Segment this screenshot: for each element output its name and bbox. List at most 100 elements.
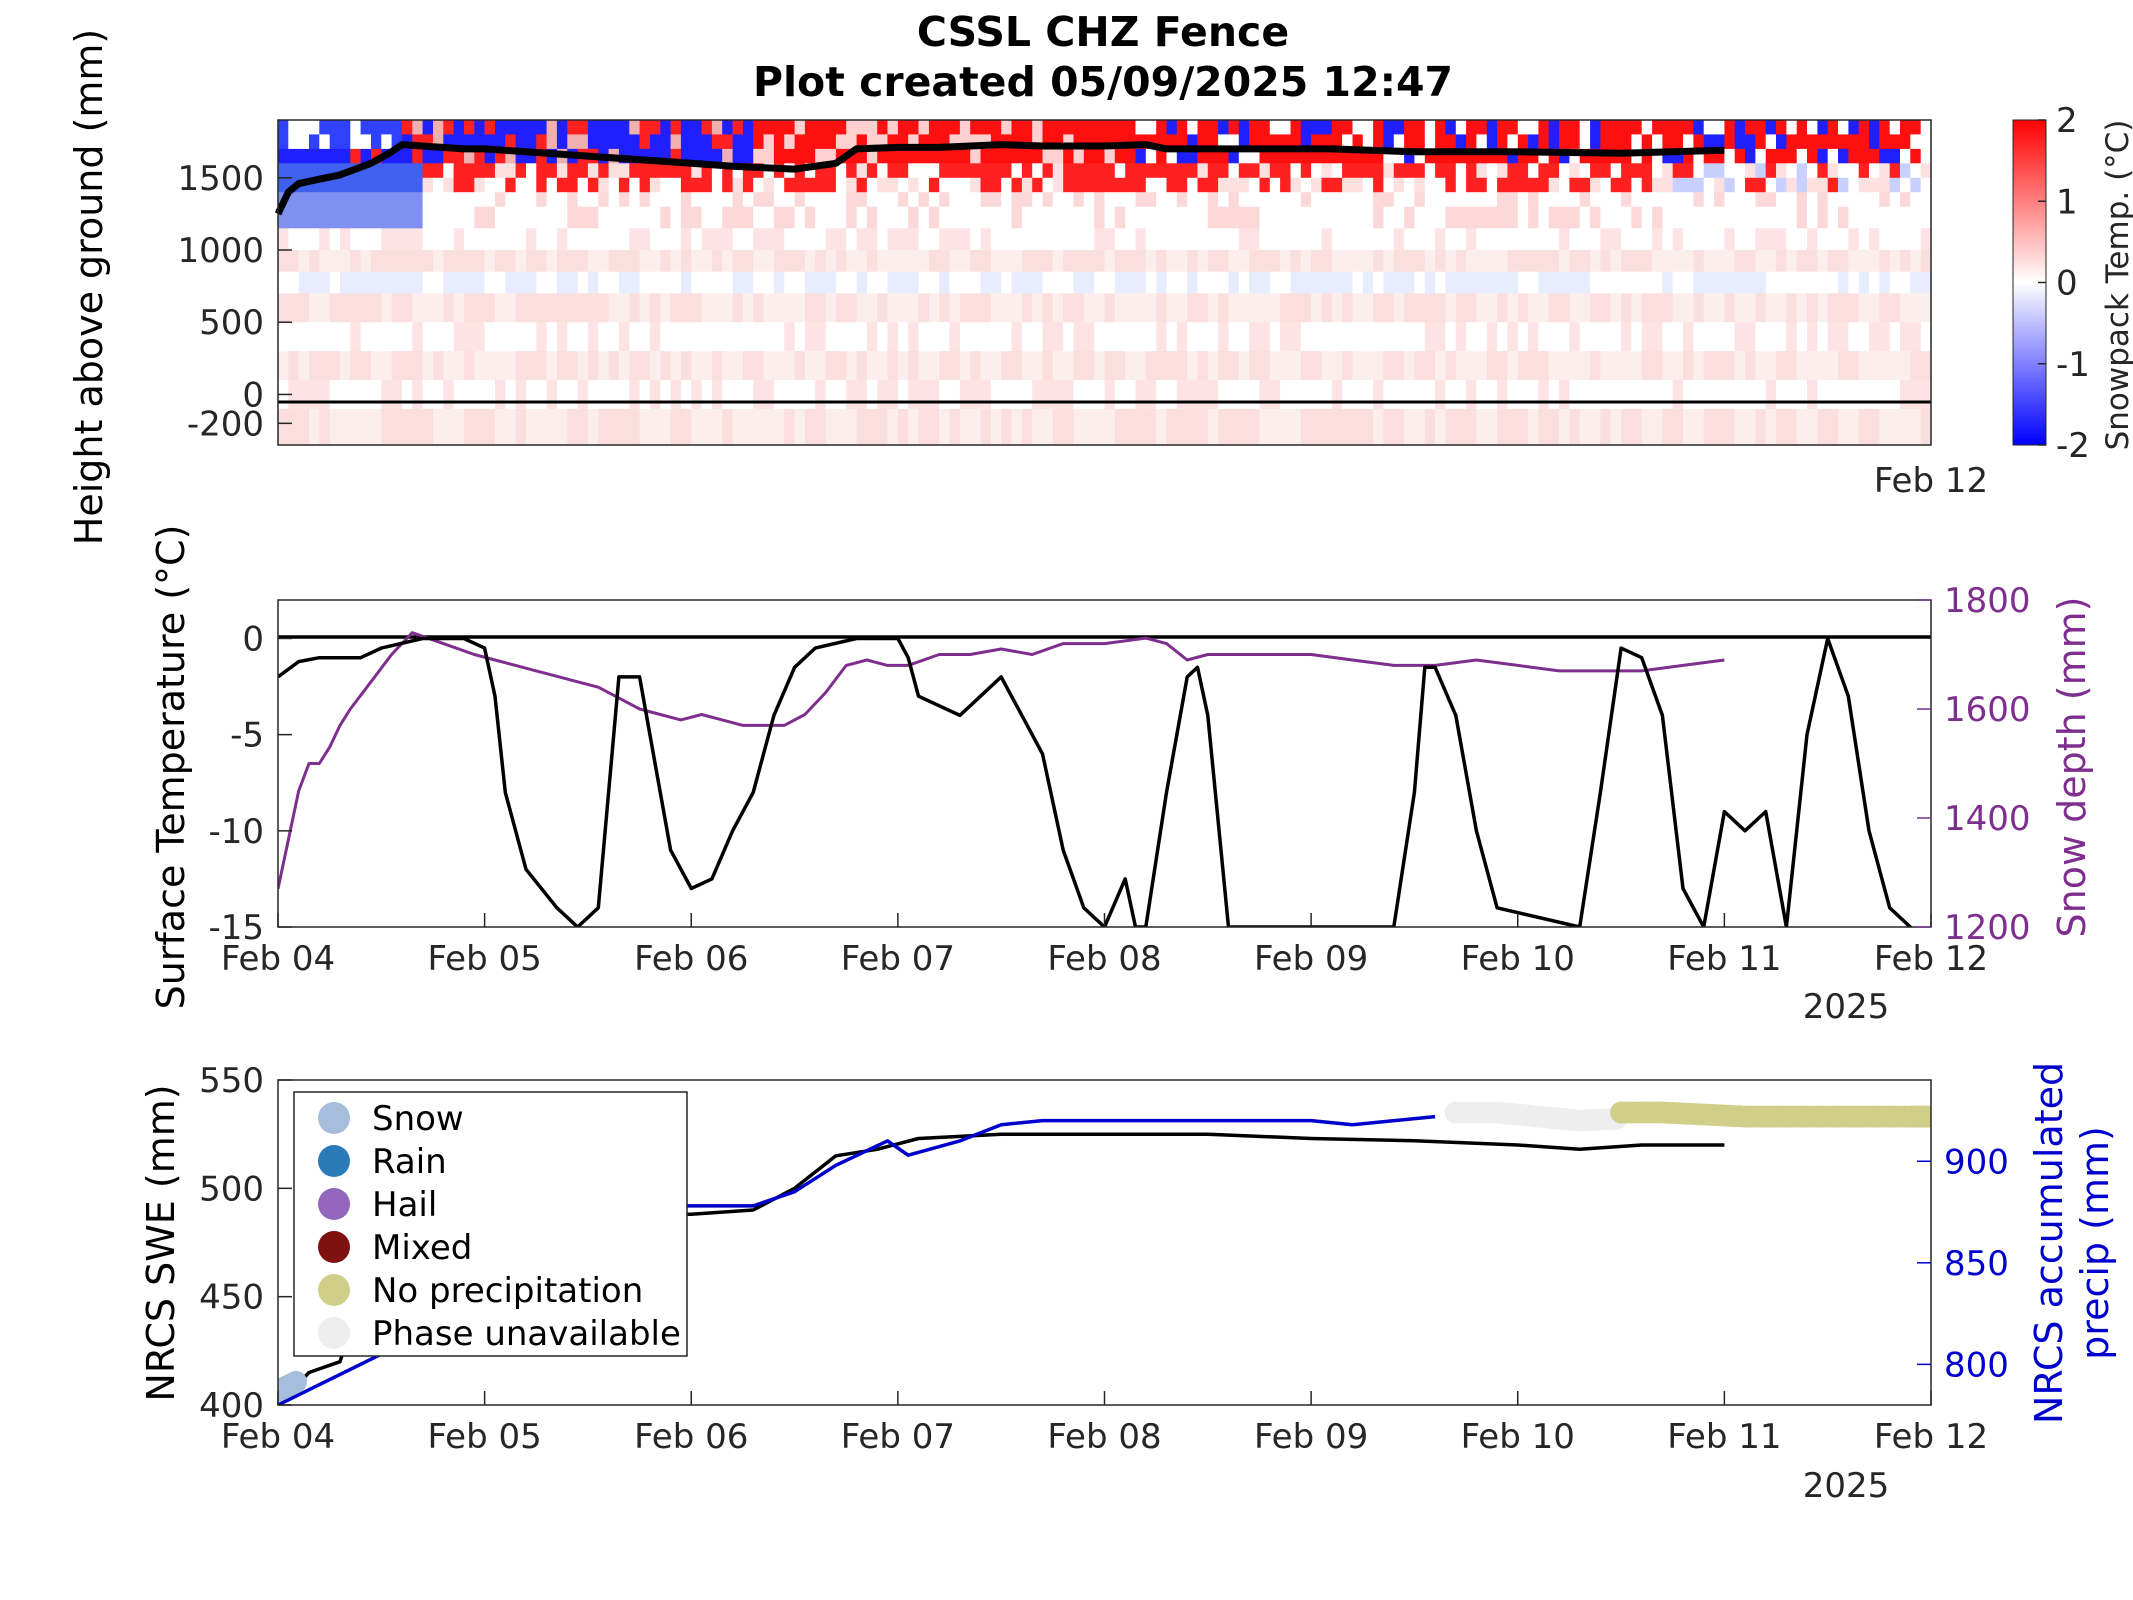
heatmap-cell xyxy=(1001,148,1013,164)
heatmap-cell xyxy=(1879,192,1891,208)
heatmap-cell xyxy=(753,148,765,164)
heatmap-cell xyxy=(1331,120,1343,135)
heatmap-cell xyxy=(908,177,920,193)
heatmap-cell xyxy=(804,408,816,445)
heatmap-cell xyxy=(815,206,827,229)
heatmap-cell xyxy=(371,271,382,294)
heatmap-cell xyxy=(1342,163,1353,179)
heatmap-cell xyxy=(691,408,703,445)
heatmap-cell xyxy=(763,250,775,273)
heatmap-cell xyxy=(1197,163,1209,179)
heatmap-cell xyxy=(629,250,641,273)
heatmap-cell xyxy=(866,177,878,193)
heatmap-cell xyxy=(1383,380,1395,410)
heatmap-cell xyxy=(1776,351,1787,381)
heatmap-cell xyxy=(691,134,703,150)
heatmap-cell xyxy=(742,351,754,381)
heatmap-cell xyxy=(1290,177,1302,193)
heatmap-cell xyxy=(722,322,734,352)
heatmap-cell xyxy=(422,271,434,294)
heatmap-cell xyxy=(1021,148,1033,164)
heatmap-cell xyxy=(1548,206,1560,229)
heatmap-cell xyxy=(526,163,537,179)
heatmap-cell xyxy=(1300,228,1312,251)
heatmap-cell xyxy=(278,228,289,251)
heatmap-cell xyxy=(1910,250,1922,273)
heatmap-cell xyxy=(1610,163,1622,179)
heatmap-cell xyxy=(711,163,723,179)
heatmap-cell xyxy=(1838,380,1849,410)
heatmap-cell xyxy=(340,120,351,135)
heatmap-cell xyxy=(1352,271,1364,294)
heatmap-cell xyxy=(1187,271,1199,294)
heatmap-cell xyxy=(1197,271,1209,294)
heatmap-cell xyxy=(412,293,424,323)
heatmap-cell xyxy=(742,322,754,352)
heatmap-cell xyxy=(1900,380,1911,410)
heatmap-cell xyxy=(639,120,651,135)
heatmap-cell xyxy=(1218,271,1229,294)
heatmap-cell xyxy=(1476,380,1488,410)
heatmap-cell xyxy=(556,192,568,208)
heatmap-cell xyxy=(1476,206,1488,229)
heatmap-cell xyxy=(1569,148,1581,164)
heatmap-cell xyxy=(1641,351,1653,381)
heatmap-cell xyxy=(959,120,971,135)
heatmap-cell xyxy=(433,250,444,273)
heatmap-cell xyxy=(381,163,393,179)
heatmap-cell xyxy=(918,271,930,294)
heatmap-cell xyxy=(1135,351,1147,381)
heatmap-cell xyxy=(784,293,796,323)
heatmap-cell xyxy=(1176,380,1188,410)
heatmap-cell xyxy=(350,322,362,352)
heatmap-cell xyxy=(1621,206,1632,229)
heatmap-cell xyxy=(1393,148,1405,164)
heatmap-cell xyxy=(1621,351,1632,381)
heatmap-cell xyxy=(660,192,672,208)
heatmap-cell xyxy=(1590,134,1601,150)
heatmap-cell xyxy=(1569,380,1581,410)
heatmap-cell xyxy=(598,228,610,251)
heatmap-cell xyxy=(1910,293,1922,323)
heatmap-cell xyxy=(1838,293,1849,323)
heatmap-cell xyxy=(1538,271,1550,294)
heatmap-cell xyxy=(1817,192,1829,208)
heatmap-cell xyxy=(1662,380,1674,410)
heatmap-cell xyxy=(877,192,889,208)
heatmap-cell xyxy=(526,408,537,445)
heatmap-cell xyxy=(319,163,331,179)
heatmap-cell xyxy=(1342,293,1353,323)
heatmap-cell xyxy=(1724,206,1736,229)
heatmap-cell xyxy=(1321,206,1333,229)
heatmap-cell xyxy=(1207,177,1219,193)
heatmap-cell xyxy=(1424,163,1436,179)
heatmap-cell xyxy=(1569,408,1581,445)
heatmap-cell xyxy=(453,192,465,208)
heatmap-cell xyxy=(1910,134,1922,150)
heatmap-cell xyxy=(360,163,372,179)
heatmap-cell xyxy=(990,380,1002,410)
heatmap-cell xyxy=(1786,293,1798,323)
heatmap-cell xyxy=(804,228,816,251)
heatmap-cell xyxy=(1218,148,1229,164)
heatmap-cell xyxy=(856,120,868,135)
heatmap-cell xyxy=(278,148,289,164)
heatmap-cell xyxy=(1621,250,1632,273)
heatmap-cell xyxy=(1590,177,1601,193)
heatmap-cell xyxy=(1672,120,1684,135)
heatmap-cell xyxy=(1538,120,1550,135)
legend-marker xyxy=(318,1274,350,1306)
heatmap-cell xyxy=(1631,228,1643,251)
heatmap-cell xyxy=(546,163,558,179)
heatmap-cell xyxy=(536,206,548,229)
heatmap-cell xyxy=(1424,380,1436,410)
heatmap-cell xyxy=(1900,408,1911,445)
heatmap-cell xyxy=(1104,148,1116,164)
heatmap-cell xyxy=(464,206,475,229)
heatmap-cell xyxy=(897,293,909,323)
heatmap-cell xyxy=(1786,177,1798,193)
heatmap-cell xyxy=(1869,148,1880,164)
heatmap-cell xyxy=(464,271,475,294)
heatmap-cell xyxy=(278,177,289,193)
